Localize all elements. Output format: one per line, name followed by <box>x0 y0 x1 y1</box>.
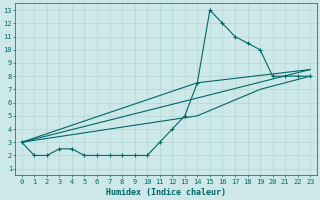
X-axis label: Humidex (Indice chaleur): Humidex (Indice chaleur) <box>106 188 226 197</box>
